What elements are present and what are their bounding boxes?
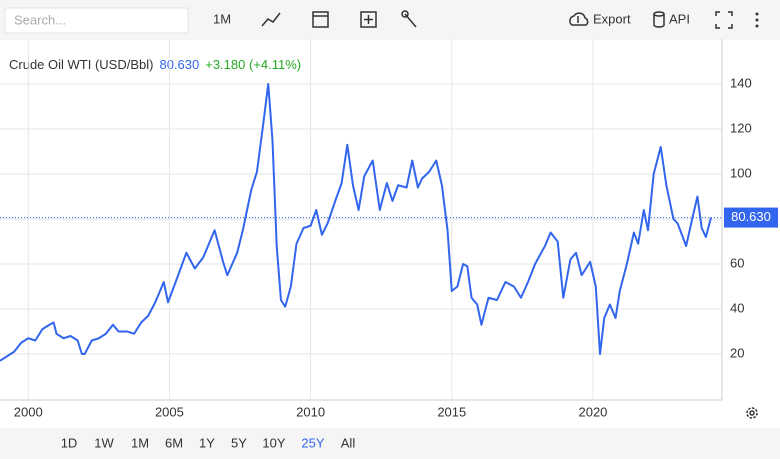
y-tick-label: 40 (730, 300, 744, 315)
range-button[interactable]: 10Y (262, 435, 285, 450)
menu-icon[interactable] (755, 12, 759, 28)
range-button[interactable]: 25Y (301, 435, 324, 450)
price-line (0, 83, 712, 362)
range-bar (0, 428, 780, 459)
add-icon[interactable] (360, 11, 377, 28)
x-tick-label: 2010 (296, 404, 325, 419)
interval-button[interactable]: 1M (213, 11, 231, 26)
export-button[interactable]: Export (593, 11, 631, 26)
y-tick-label: 60 (730, 255, 744, 270)
settings-icon[interactable] (401, 10, 417, 28)
api-icon[interactable] (653, 11, 665, 28)
chart-header: Crude Oil WTI (USD/Bbl) 80.630 +3.180 (+4.… (9, 57, 301, 72)
api-button[interactable]: API (669, 11, 690, 26)
x-tick-label: 2020 (578, 404, 607, 419)
range-button[interactable]: 1Y (199, 435, 215, 450)
x-tick-label: 2005 (155, 404, 184, 419)
x-tick-label: 2000 (14, 404, 43, 419)
range-button[interactable]: 5Y (231, 435, 247, 450)
export-icon[interactable] (569, 12, 589, 26)
last-price-box (724, 207, 778, 228)
gear-icon[interactable] (746, 407, 758, 419)
search-placeholder: Search... (14, 12, 66, 27)
plot-area: 204060801001201402000200520102015202080.… (0, 39, 778, 419)
range-button[interactable]: All (341, 435, 356, 450)
chart-title: Crude Oil WTI (USD/Bbl) (9, 57, 153, 72)
range-button[interactable]: 1D (61, 435, 78, 450)
change: +3.180 (+4.11%) (205, 57, 301, 72)
last-value: 80.630 (159, 57, 199, 72)
y-tick-label: 100 (730, 165, 752, 180)
chart-type-icon[interactable] (261, 12, 281, 27)
search-box[interactable] (4, 7, 189, 34)
fullscreen-icon[interactable] (715, 11, 733, 29)
range-buttons: 1D 1W 1M 6M 1Y 5Y 10Y 25Y All (61, 435, 356, 450)
range-button[interactable]: 1M (131, 435, 149, 450)
y-tick-label: 140 (730, 75, 752, 90)
y-tick-label: 120 (730, 120, 752, 135)
y-tick-label: 20 (730, 345, 744, 360)
x-tick-label: 2015 (437, 404, 466, 419)
range-button[interactable]: 1W (94, 435, 114, 450)
last-price-label: 80.630 (731, 209, 771, 224)
calendar-icon[interactable] (312, 11, 329, 28)
range-button[interactable]: 6M (165, 435, 183, 450)
